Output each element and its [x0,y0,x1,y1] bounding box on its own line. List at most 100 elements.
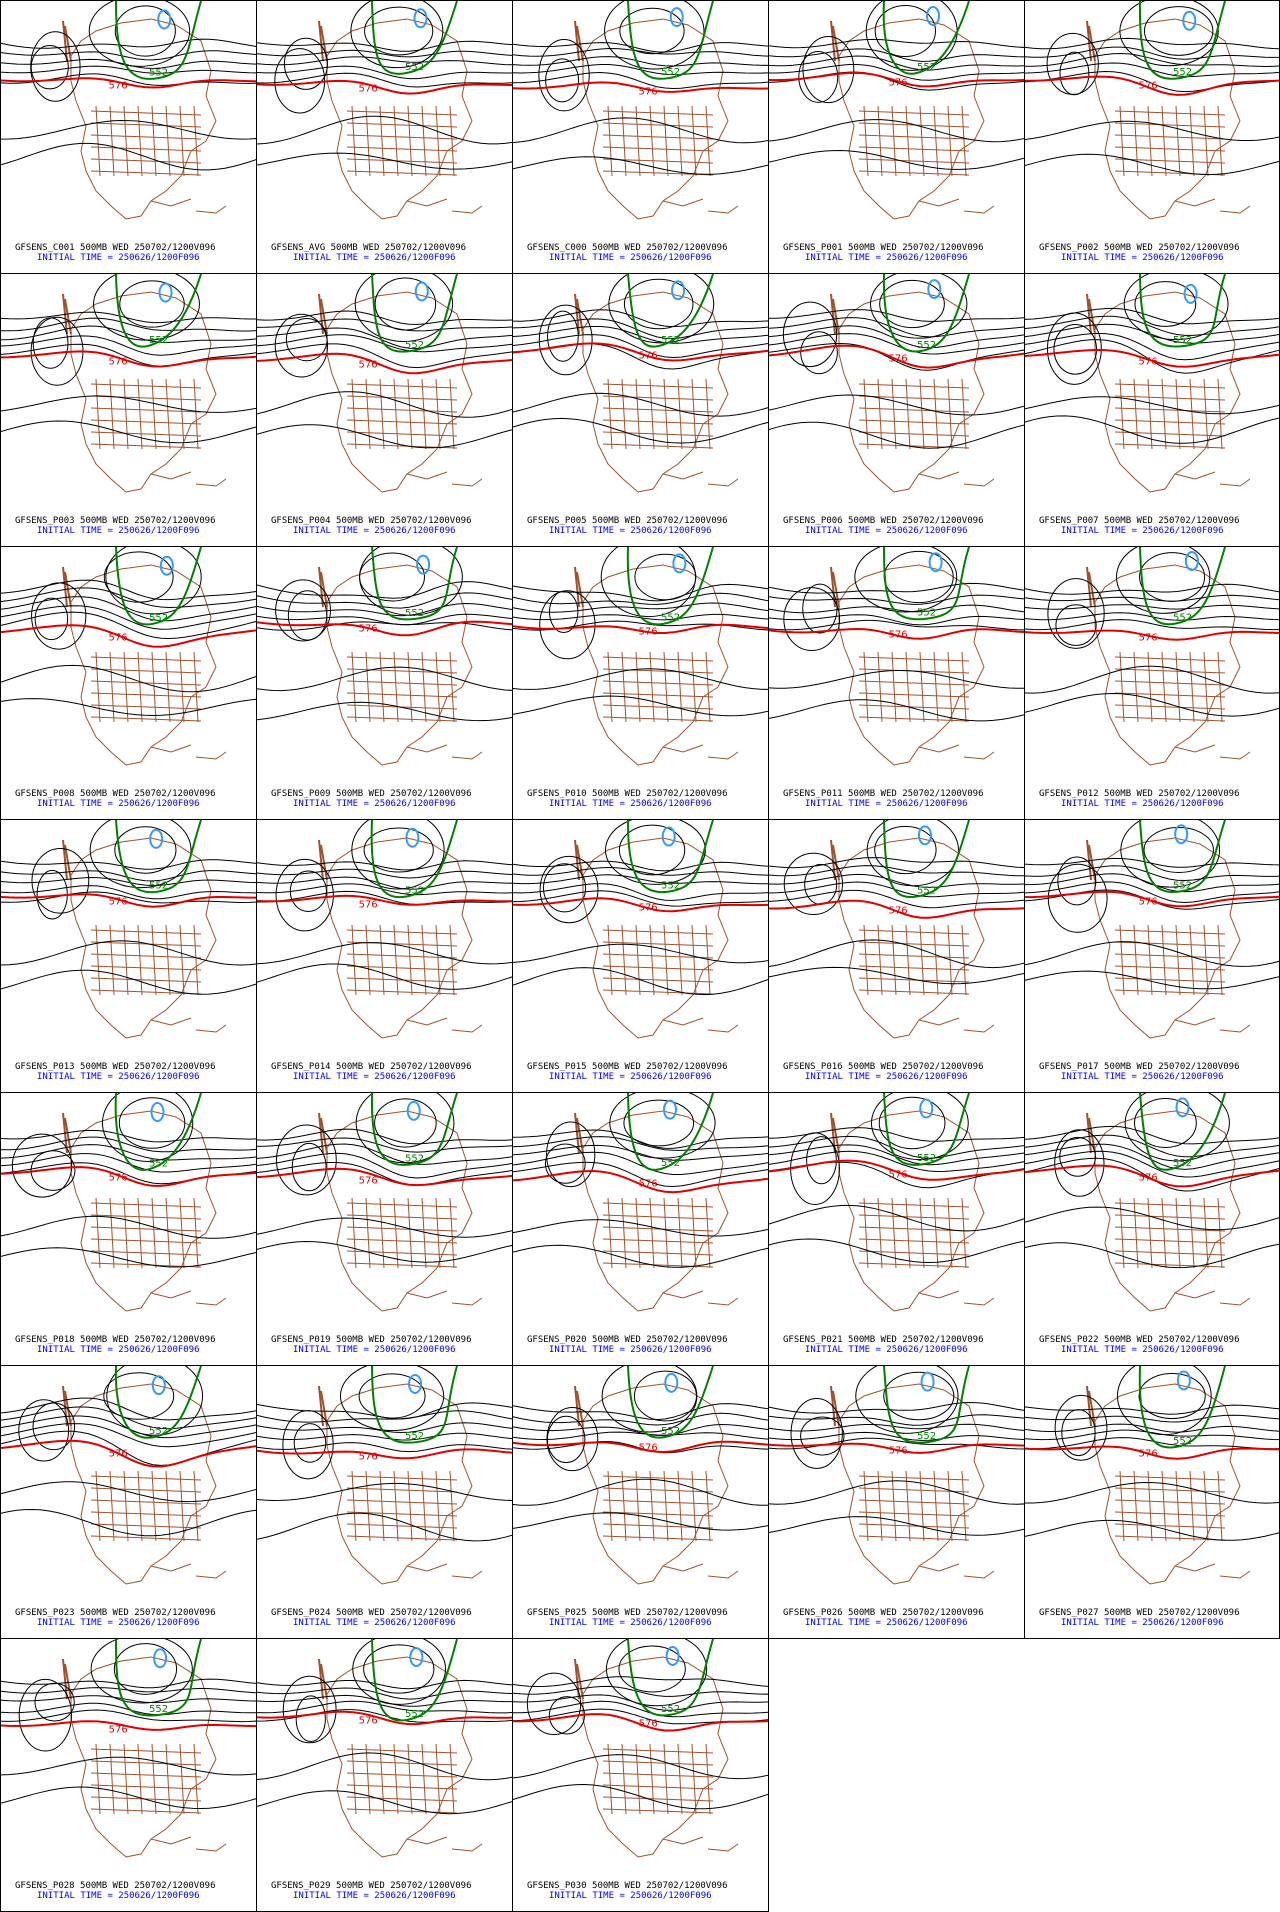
contour-552-line [114,1639,202,1717]
height-contours [1025,547,1279,717]
map-outline [62,1383,227,1585]
panel-title: GFSENS_P029 500MB WED 250702/1200V096 [271,1881,472,1891]
panel-initial-time: INITIAL TIME = 250626/1200F096 [805,799,968,809]
contour-576-line [769,1159,1024,1181]
contour-576-line [1025,75,1279,96]
contour-576-line [513,1713,768,1732]
height-contours [1025,1,1279,176]
height-contours [1,1093,256,1268]
contour-576-label: 576 [1139,1449,1158,1460]
height-contours [1,274,256,444]
low-center-contour [671,280,686,301]
contour-576-label: 576 [359,1716,378,1727]
contour-576-label: 576 [109,897,128,908]
panel-title: GFSENS_P003 500MB WED 250702/1200V096 [15,516,216,526]
contour-576-line [769,71,1024,88]
low-center-contour [662,1099,677,1120]
panel-title: GFSENS_P015 500MB WED 250702/1200V096 [527,1062,728,1072]
map-outline [830,1110,995,1312]
contour-552-label: 552 [917,608,936,619]
contour-552-line [883,547,970,621]
ensemble-map-panel: 552 576 GFSENS_P012 500MB WED 250702/1200V… [1024,546,1280,820]
low-center-contour [157,9,172,30]
contour-552-label: 552 [1173,1436,1192,1447]
map-outline [574,1110,739,1312]
ensemble-map-panel: 552 576 GFSENS_P020 500MB WED 250702/1200V… [512,1092,769,1366]
contour-552-label: 552 [1173,335,1192,346]
contour-576-line [1025,890,1279,908]
contour-576-line [513,1440,768,1454]
panel-title: GFSENS_P021 500MB WED 250702/1200V096 [783,1335,984,1345]
ensemble-map-panel: 552 576 GFSENS_P027 500MB WED 250702/1200V… [1024,1365,1280,1639]
height-contours [1025,274,1279,444]
contour-552-line [1139,274,1226,348]
contour-576-line [513,81,768,93]
height-contour-map: 552 576 [257,1639,512,1858]
contour-552-label: 552 [405,1709,424,1720]
contour-576-line [769,1442,1024,1454]
panel-title: GFSENS_C001 500MB WED 250702/1200V096 [15,243,216,253]
panel-title: GFSENS_P016 500MB WED 250702/1200V096 [783,1062,984,1072]
contour-576-line [257,1448,512,1460]
panel-title: GFSENS_P028 500MB WED 250702/1200V096 [15,1881,216,1891]
panel-initial-time: INITIAL TIME = 250626/1200F096 [37,1618,200,1628]
height-contours [1,820,256,995]
panel-title: GFSENS_P027 500MB WED 250702/1200V096 [1039,1608,1240,1618]
contour-576-line [1,624,256,648]
panel-title: GFSENS_P014 500MB WED 250702/1200V096 [271,1062,472,1072]
panel-initial-time: INITIAL TIME = 250626/1200F096 [805,1072,968,1082]
panel-initial-time: INITIAL TIME = 250626/1200F096 [1061,1072,1224,1082]
map-outline [830,564,995,766]
contour-576-line [769,627,1024,640]
panel-initial-time: INITIAL TIME = 250626/1200F096 [1061,253,1224,263]
panel-title: GFSENS_P023 500MB WED 250702/1200V096 [15,1608,216,1618]
contour-576-label: 576 [109,633,128,644]
ensemble-map-panel: 552 576 GFSENS_P006 500MB WED 250702/1200V… [768,273,1025,547]
contour-552-line [114,1366,202,1439]
low-center-contour [1174,824,1189,845]
map-outline [574,564,739,766]
panel-title: GFSENS_P030 500MB WED 250702/1200V096 [527,1881,728,1891]
contour-576-line [257,352,512,375]
ensemble-map-panel: 552 576 GFSENS_P013 500MB WED 250702/1200V… [0,819,257,1093]
contour-552-line [1139,1093,1226,1171]
ensemble-map-panel: 552 576 GFSENS_P003 500MB WED 250702/1200V… [0,273,257,547]
panel-initial-time: INITIAL TIME = 250626/1200F096 [37,799,200,809]
contour-552-label: 552 [149,67,168,78]
contour-576-label: 576 [359,1452,378,1463]
ensemble-map-panel: 552 576 GFSENS_P019 500MB WED 250702/1200V… [256,1092,513,1366]
panel-title: GFSENS_P019 500MB WED 250702/1200V096 [271,1335,472,1345]
contour-552-label: 552 [1173,880,1192,891]
panel-title: GFSENS_P012 500MB WED 250702/1200V096 [1039,789,1240,799]
contour-576-line [257,894,512,906]
contour-576-label: 576 [639,351,658,362]
contour-552-label: 552 [1173,1158,1192,1169]
panel-initial-time: INITIAL TIME = 250626/1200F096 [1061,526,1224,536]
ensemble-map-panel: 552 576 GFSENS_P015 500MB WED 250702/1200V… [512,819,769,1093]
map-outline [62,291,227,493]
ensemble-map-panel: 552 576 GFSENS_P025 500MB WED 250702/1200V… [512,1365,769,1639]
low-center-contour [151,1375,166,1396]
contour-576-label: 576 [109,1725,128,1736]
map-outline [1086,18,1251,220]
low-center-contour [1183,283,1198,304]
panel-title: GFSENS_P006 500MB WED 250702/1200V096 [783,516,984,526]
contour-552-label: 552 [661,1704,680,1715]
height-contours [769,274,1024,449]
contour-552-line [370,820,458,899]
low-center-contour [665,1645,680,1666]
